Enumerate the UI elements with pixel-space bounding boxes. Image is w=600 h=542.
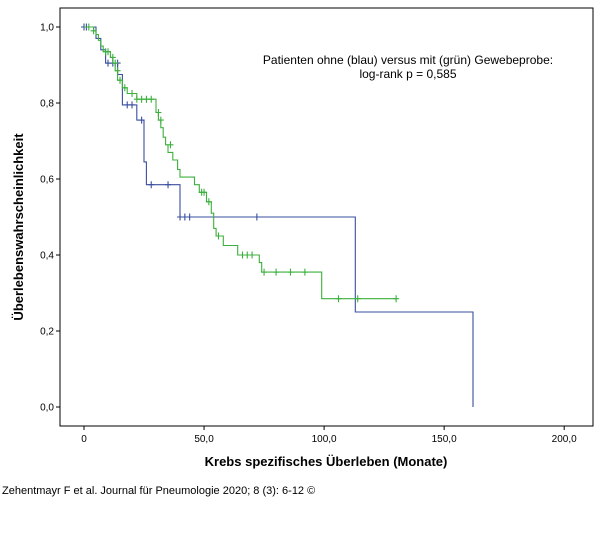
censor-mark <box>157 116 164 124</box>
censor-mark <box>301 268 308 276</box>
x-tick-label: 200,0 <box>552 434 577 445</box>
y-tick-label: 1,0 <box>40 23 54 34</box>
y-axis-title: Überlebenswahrscheinlichkeit <box>11 133 26 321</box>
censor-mark <box>117 76 124 84</box>
annotation-line-1: Patienten ohne (blau) versus mit (grün) … <box>263 53 553 67</box>
censor-mark <box>354 295 361 303</box>
censor-mark <box>114 67 121 75</box>
censor-mark <box>105 48 112 56</box>
censor-mark <box>167 141 174 149</box>
y-tick-label: 0,8 <box>40 99 54 110</box>
censor-mark <box>138 116 145 124</box>
censor-mark <box>186 213 193 221</box>
censor-mark <box>287 268 294 276</box>
x-tick-label: 0 <box>81 434 87 445</box>
censor-mark <box>273 268 280 276</box>
series-green <box>84 23 400 303</box>
y-tick-label: 0,0 <box>40 403 54 414</box>
x-tick-label: 100,0 <box>312 434 337 445</box>
censor-mark <box>112 59 119 67</box>
censor-mark <box>253 213 260 221</box>
censor-mark <box>109 53 116 61</box>
censor-mark <box>249 251 256 259</box>
y-tick-label: 0,2 <box>40 327 54 338</box>
y-tick-label: 0,6 <box>40 175 54 186</box>
censor-mark <box>129 90 136 97</box>
censor-mark <box>148 181 155 189</box>
x-axis: 0 50,0 100,0 150,0 200,0 <box>81 426 577 445</box>
censor-mark <box>121 84 128 92</box>
censor-mark <box>129 101 136 109</box>
censor-mark <box>205 198 212 206</box>
censor-mark <box>155 109 162 116</box>
x-axis-title: Krebs spezifisches Überleben (Monate) <box>205 454 448 469</box>
y-tick-label: 0,4 <box>40 251 54 262</box>
censor-mark <box>90 27 97 35</box>
censor-mark <box>148 95 155 103</box>
censor-mark <box>261 268 268 276</box>
x-tick-label: 150,0 <box>432 434 457 445</box>
censor-mark <box>85 23 92 31</box>
censor-mark <box>201 188 208 196</box>
censor-mark <box>165 181 172 189</box>
x-tick-label: 50,0 <box>194 434 214 445</box>
series-layer <box>81 23 474 407</box>
censor-mark <box>215 232 222 240</box>
kaplan-meier-chart: 0,00,20,40,60,81,0 0 50,0 100,0 150,0 200,0 … <box>11 7 594 469</box>
censor-mark <box>335 295 342 303</box>
y-axis: 0,0 0,2 0,4 0,6 0,8 1,0 <box>40 23 60 414</box>
censor-mark <box>393 295 400 303</box>
citation: Zehentmayr F et al. Journal für Pneumolo… <box>2 485 316 497</box>
annotation-line-2: log-rank p = 0,585 <box>359 67 456 81</box>
